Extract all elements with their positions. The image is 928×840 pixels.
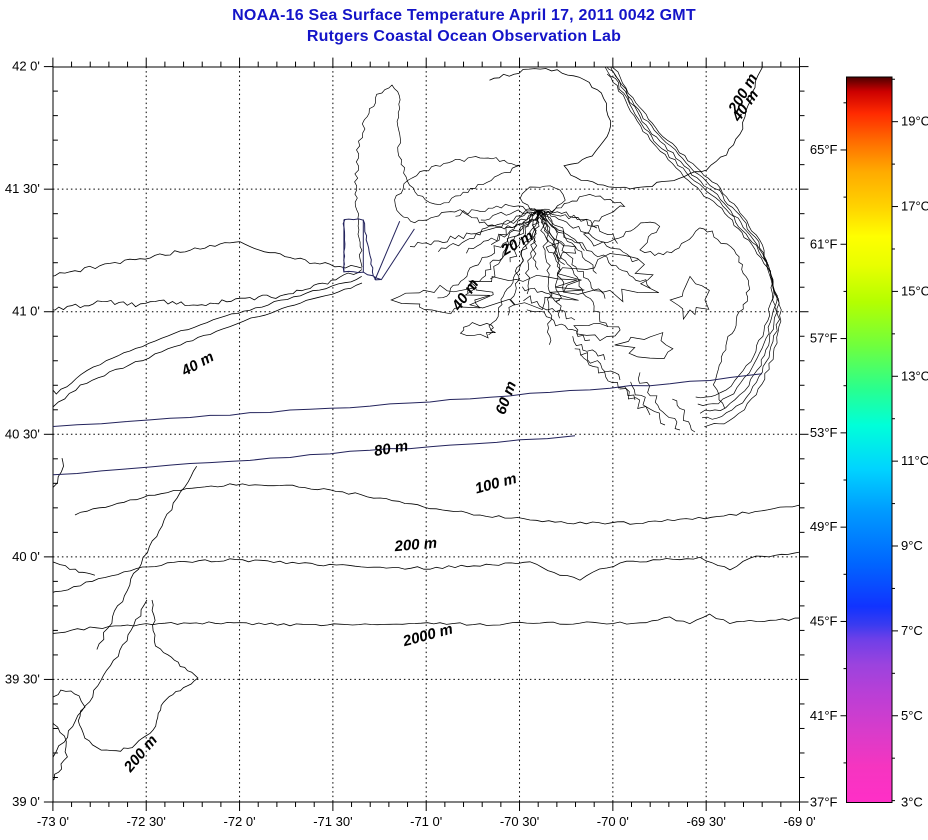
svg-text:41 0': 41 0' — [12, 304, 40, 319]
svg-text:-69 30': -69 30' — [686, 814, 725, 829]
svg-text:9°C: 9°C — [901, 538, 923, 553]
svg-text:41 30': 41 30' — [5, 181, 40, 196]
svg-text:80 m: 80 m — [373, 437, 410, 460]
svg-text:61°F: 61°F — [810, 236, 838, 251]
svg-text:15°C: 15°C — [901, 283, 928, 298]
svg-text:45°F: 45°F — [810, 613, 838, 628]
svg-text:7°C: 7°C — [901, 623, 923, 638]
svg-text:-71 30': -71 30' — [313, 814, 352, 829]
svg-text:2000 m: 2000 m — [400, 621, 455, 651]
svg-text:-71 0': -71 0' — [410, 814, 442, 829]
svg-text:200 m: 200 m — [393, 535, 438, 556]
svg-text:42 0': 42 0' — [12, 59, 40, 74]
svg-text:57°F: 57°F — [810, 331, 838, 346]
svg-text:-72 0': -72 0' — [223, 814, 255, 829]
svg-text:-69 0': -69 0' — [783, 814, 815, 829]
svg-text:3°C: 3°C — [901, 795, 923, 810]
svg-text:65°F: 65°F — [810, 142, 838, 157]
svg-text:-70 30': -70 30' — [500, 814, 539, 829]
svg-text:39 30': 39 30' — [5, 671, 40, 686]
svg-text:49°F: 49°F — [810, 519, 838, 534]
svg-text:100 m: 100 m — [473, 470, 518, 497]
svg-text:13°C: 13°C — [901, 368, 928, 383]
svg-text:-73 0': -73 0' — [37, 814, 69, 829]
svg-text:40 m: 40 m — [178, 348, 217, 380]
svg-text:53°F: 53°F — [810, 425, 838, 440]
svg-text:-72 30': -72 30' — [127, 814, 166, 829]
svg-text:11°C: 11°C — [901, 453, 928, 468]
svg-text:41°F: 41°F — [810, 708, 838, 723]
svg-text:40 30': 40 30' — [5, 426, 40, 441]
svg-text:37°F: 37°F — [810, 795, 838, 810]
svg-text:5°C: 5°C — [901, 708, 923, 723]
svg-text:60 m: 60 m — [492, 379, 520, 417]
svg-text:-70 0': -70 0' — [597, 814, 629, 829]
svg-text:17°C: 17°C — [901, 199, 928, 214]
svg-text:39 0': 39 0' — [12, 794, 40, 809]
svg-text:40 0': 40 0' — [12, 549, 40, 564]
svg-text:200 m: 200 m — [120, 732, 161, 776]
svg-text:19°C: 19°C — [901, 114, 928, 129]
